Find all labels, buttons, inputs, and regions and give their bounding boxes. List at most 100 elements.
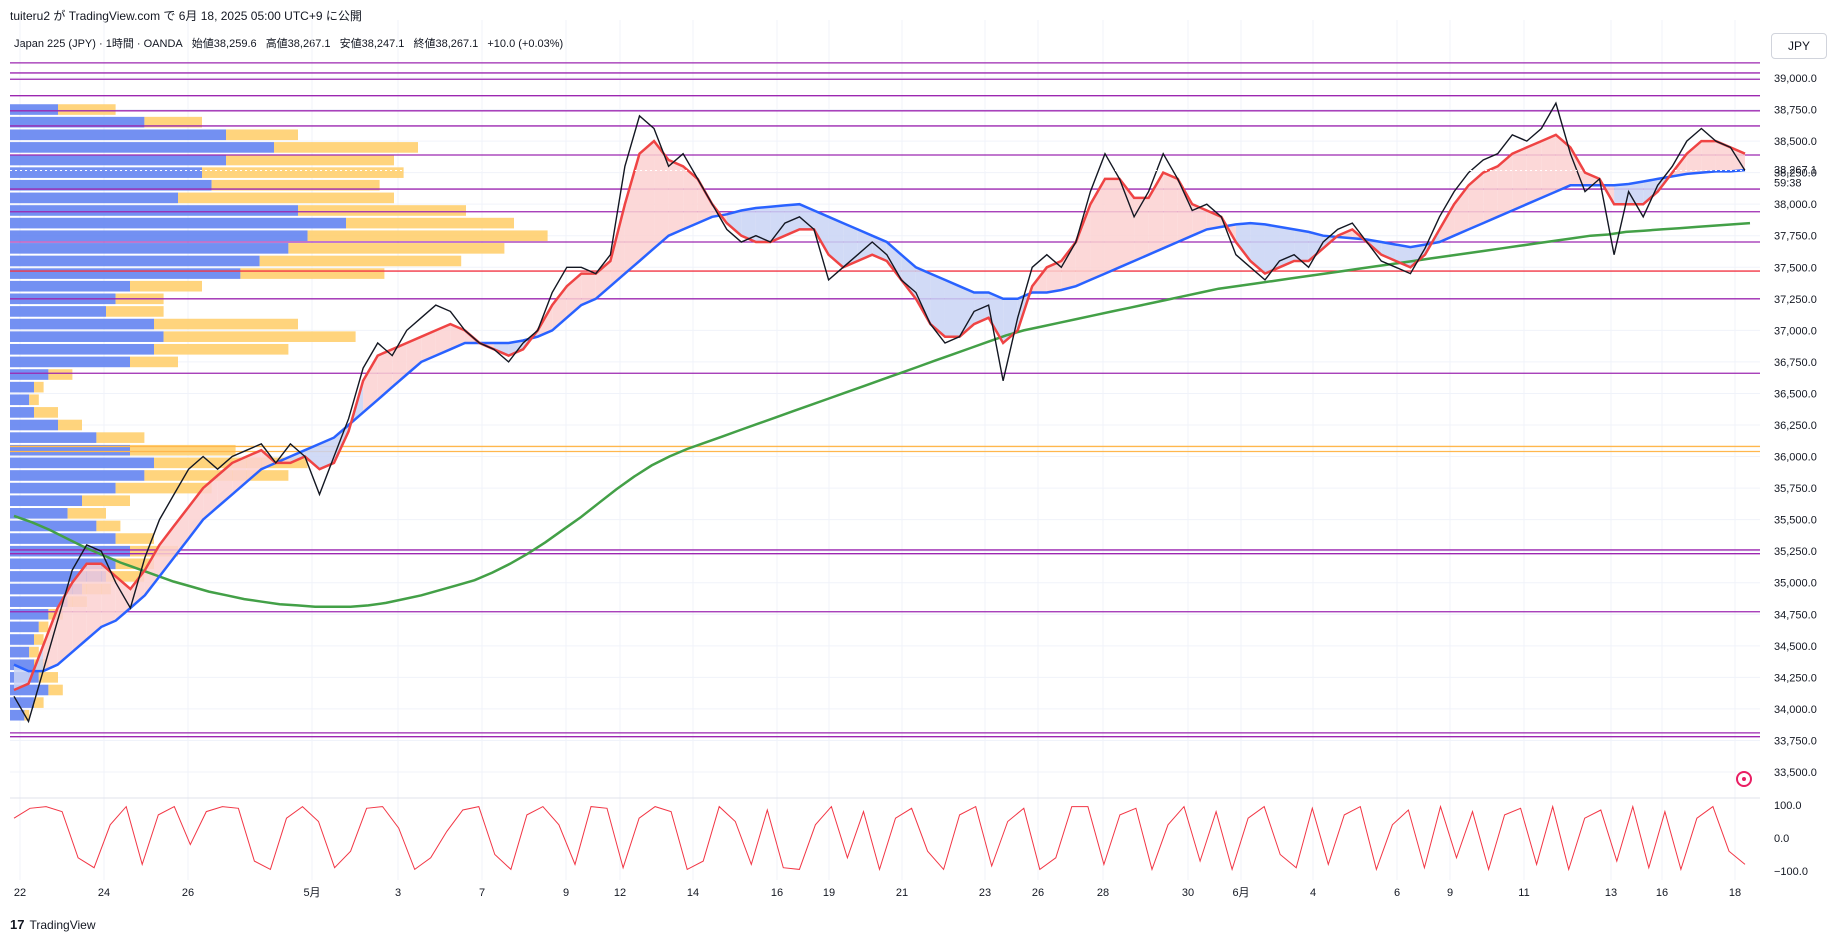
y-tick-label: 34,000.0	[1774, 704, 1817, 716]
x-tick-label: 6	[1394, 887, 1400, 899]
volume-profile-bar-blue	[10, 558, 116, 570]
legend-high: 高値38,267.1	[265, 38, 331, 50]
legend-change: +10.0 (+0.03%)	[487, 38, 564, 50]
volume-profile-bar-orange	[178, 192, 394, 204]
cloud-segment-bear	[930, 273, 945, 337]
cloud-segment-bear	[1250, 223, 1265, 274]
cloud-segment-bull	[377, 349, 393, 400]
volume-profile-bar-blue	[10, 179, 212, 191]
cloud-segment-bull	[683, 166, 698, 230]
x-tick-label: 23	[979, 887, 991, 899]
cloud-segment-bear	[1264, 224, 1280, 274]
x-tick-label: 7	[479, 887, 485, 899]
cloud-segment-bear	[843, 223, 858, 268]
tradingview-brand[interactable]: 17 TradingView	[10, 917, 96, 932]
volume-profile-bar-blue	[10, 154, 226, 166]
x-tick-label: 6月	[1232, 887, 1249, 899]
currency-selector[interactable]: JPY	[1771, 33, 1827, 59]
cloud-segment-bull	[174, 507, 189, 558]
volume-profile-bar-blue	[10, 280, 130, 292]
volume-profile-bar-blue	[10, 646, 30, 658]
y-tick-label: 39,000.0	[1774, 73, 1817, 85]
cloud-segment-bull	[1701, 141, 1716, 173]
y-tick-label: 37,750.0	[1774, 231, 1817, 243]
volume-profile-bar-orange	[82, 495, 130, 507]
volume-profile-bar-orange	[307, 230, 548, 242]
cloud-segment-bull	[86, 563, 102, 640]
volume-profile-bar-orange	[38, 672, 58, 683]
volume-profile-bar-orange	[274, 142, 418, 153]
volume-profile-bar-blue	[10, 230, 308, 242]
x-tick-label: 22	[14, 887, 26, 899]
volume-profile-bar-orange	[154, 343, 289, 355]
volume-profile-bar-blue	[10, 444, 130, 456]
moving-average-green	[13, 221, 1751, 608]
volume-profile-bar-blue	[10, 369, 49, 380]
cloud-segment-bull	[1512, 147, 1527, 211]
volume-profile-bar-blue	[10, 331, 164, 342]
moving-average-blue	[13, 168, 1746, 673]
x-tick-label: 4	[1310, 887, 1316, 899]
volume-profile-bar-orange	[96, 432, 145, 443]
cloud-segment-bull	[1526, 141, 1542, 205]
volume-profile-bar-blue	[10, 457, 154, 469]
cloud-segment-bear	[1643, 178, 1658, 205]
cloud-segment-bear	[1279, 226, 1295, 268]
y-tick-label: 34,750.0	[1774, 609, 1817, 621]
volume-profile-bar-blue	[10, 116, 145, 128]
cloud-segment-bear	[741, 207, 756, 243]
volume-profile-bar-orange	[115, 558, 154, 570]
y-tick-label: 36,250.0	[1774, 420, 1817, 432]
cloud-segment-bull	[363, 355, 378, 413]
x-tick-label: 16	[771, 887, 783, 899]
cloud-segment-bull	[421, 330, 436, 362]
cloud-segment-bull	[1555, 134, 1571, 192]
volume-profile-bar-orange	[298, 205, 466, 216]
y-tick-label: 38,750.0	[1774, 105, 1817, 117]
legend-symbol[interactable]: Japan 225 (JPY) · 1時間 · OANDA	[14, 38, 183, 50]
volume-profile-bar-orange	[211, 179, 380, 191]
cloud-segment-bull	[1715, 141, 1731, 172]
x-tick-label: 9	[563, 887, 569, 899]
volume-profile-bar-blue	[10, 432, 97, 443]
y-tick-label: 36,500.0	[1774, 388, 1817, 400]
cloud-segment-bull	[246, 450, 262, 482]
cloud-segment-bear	[726, 210, 742, 236]
cloud-segment-bear	[799, 204, 815, 230]
volume-profile-bar-orange	[288, 243, 505, 254]
volume-profile-bar-orange	[34, 407, 58, 418]
volume-profile-bar-orange	[34, 634, 44, 645]
cloud-segment-bear	[857, 229, 873, 261]
volume-profile-bar-orange	[130, 444, 236, 456]
legend-close: 終値38,267.1	[413, 38, 479, 50]
cloud-segment-bear	[304, 443, 320, 470]
cloud-segment-bear	[814, 210, 829, 255]
volume-profile-bar-orange	[24, 709, 30, 721]
volume-profile-bar-blue	[10, 205, 298, 216]
cloud-segment-bear	[755, 206, 771, 243]
cloud-segment-bull	[1497, 153, 1513, 217]
volume-profile-bar-orange	[130, 356, 178, 368]
cloud-segment-bear	[988, 292, 1004, 343]
cloud-segment-bull	[101, 563, 116, 627]
volume-profile-bar-blue	[10, 659, 34, 671]
y-tick-label: 37,000.0	[1774, 325, 1817, 337]
y-tick-label: 38,250.0	[1774, 168, 1817, 180]
volume-profile-bar-blue	[10, 520, 97, 532]
bar-countdown: 59:38	[1774, 177, 1802, 189]
publish-caption: tuiteru2 が TradingView.com で 6月 18, 2025…	[10, 9, 362, 23]
volume-profile-bar-blue	[10, 192, 178, 204]
volume-profile-bar-blue	[10, 571, 106, 582]
volume-profile-bar-orange	[58, 104, 116, 115]
cloud-segment-bull	[1104, 178, 1120, 274]
volume-profile-bar-blue	[10, 268, 241, 279]
legend-open: 始値38,259.6	[191, 38, 257, 50]
cloud-segment-bull	[1541, 134, 1556, 198]
target-icon[interactable]	[1736, 771, 1752, 787]
y-tick-label: 37,500.0	[1774, 262, 1817, 274]
cloud-segment-bull	[1483, 166, 1498, 224]
volume-profile-bar-blue	[10, 545, 130, 557]
cloud-segment-bear	[1235, 223, 1251, 261]
cloud-segment-bear	[14, 664, 29, 690]
